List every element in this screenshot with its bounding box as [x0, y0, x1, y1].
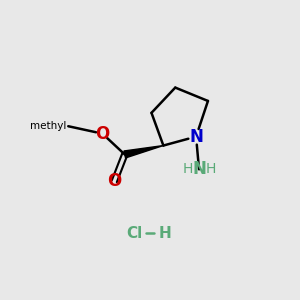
Text: Cl: Cl [126, 226, 143, 241]
Text: O: O [107, 172, 122, 190]
Text: H: H [159, 226, 172, 241]
Text: H: H [205, 162, 215, 176]
Text: N: N [189, 128, 203, 146]
Polygon shape [124, 146, 164, 158]
Text: methyl: methyl [30, 121, 67, 130]
Text: O: O [95, 125, 110, 143]
Text: H: H [183, 162, 193, 176]
Text: N: N [192, 160, 206, 178]
